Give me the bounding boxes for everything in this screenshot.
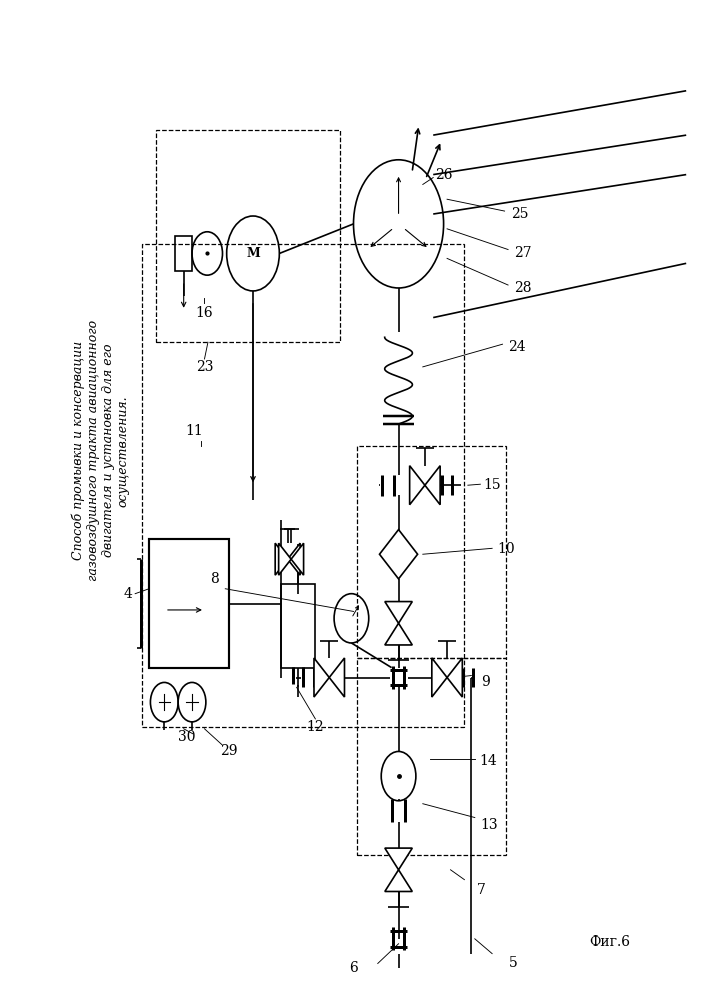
Text: Способ промывки и консервации
газовоздушного тракта авиационного
двигателя и уст: Способ промывки и консервации газовоздуш… [71, 320, 130, 581]
Polygon shape [385, 602, 412, 623]
Polygon shape [432, 658, 447, 697]
Text: 16: 16 [196, 306, 214, 320]
Polygon shape [288, 543, 300, 575]
Text: M: M [246, 247, 260, 260]
Polygon shape [447, 658, 462, 697]
Text: 27: 27 [515, 246, 532, 260]
Polygon shape [385, 623, 412, 645]
Text: 8: 8 [211, 572, 219, 586]
Polygon shape [329, 658, 344, 697]
Text: 30: 30 [178, 730, 196, 744]
Polygon shape [314, 658, 329, 697]
Text: 4: 4 [124, 587, 133, 601]
Text: 12: 12 [307, 720, 325, 734]
Text: 24: 24 [508, 340, 525, 354]
Polygon shape [279, 543, 291, 575]
Text: 9: 9 [481, 675, 489, 689]
Text: 11: 11 [185, 424, 203, 438]
Polygon shape [385, 870, 412, 891]
Polygon shape [425, 466, 440, 505]
Bar [175, 236, 192, 271]
Text: 5: 5 [508, 956, 518, 970]
Text: 29: 29 [220, 744, 238, 758]
Bar [149, 539, 229, 668]
Text: 26: 26 [435, 168, 452, 182]
Text: 6: 6 [349, 961, 358, 975]
Text: 25: 25 [511, 207, 529, 221]
Bar [281, 584, 315, 668]
Polygon shape [385, 848, 412, 870]
Text: 28: 28 [515, 281, 532, 295]
Bar [357, 446, 506, 658]
Text: 7: 7 [477, 883, 486, 897]
Polygon shape [275, 543, 288, 575]
Text: 10: 10 [497, 542, 515, 556]
Text: 14: 14 [480, 754, 498, 768]
Bar [357, 658, 506, 855]
Polygon shape [409, 466, 425, 505]
Text: Фиг.6: Фиг.6 [589, 935, 630, 949]
Text: 15: 15 [484, 478, 501, 492]
Polygon shape [291, 543, 303, 575]
Bar [156, 130, 339, 342]
Text: 23: 23 [196, 360, 214, 374]
Text: 13: 13 [480, 818, 498, 832]
Bar [142, 244, 464, 727]
